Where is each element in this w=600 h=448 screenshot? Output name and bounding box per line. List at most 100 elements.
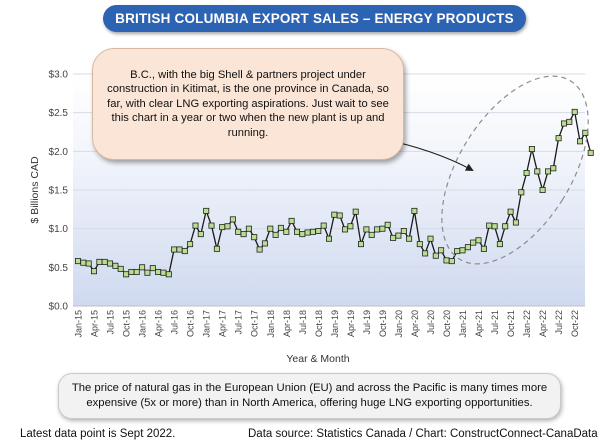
data-point [475, 237, 482, 244]
x-tick-label: Apr-18 [282, 310, 292, 337]
x-tick-label: Jul-17 [234, 310, 244, 335]
data-point [432, 252, 439, 259]
data-point [165, 271, 172, 278]
data-point [315, 227, 322, 234]
data-point [299, 231, 306, 238]
y-tick-label: $0.0 [49, 302, 69, 313]
data-point [374, 226, 381, 233]
x-tick-label: Jan-21 [458, 310, 468, 338]
x-tick-label: Oct-15 [122, 310, 132, 337]
data-point [491, 223, 498, 230]
y-tick-label: $0.5 [49, 263, 69, 274]
data-point [331, 211, 338, 218]
x-tick-label: Jan-22 [522, 310, 532, 338]
data-point [181, 248, 188, 255]
y-tick-label: $2.5 [49, 108, 69, 119]
data-point [577, 138, 584, 145]
x-tick-label: Jul-15 [106, 310, 116, 335]
x-axis-label: Year & Month [286, 353, 349, 365]
data-point [288, 217, 295, 224]
data-point [555, 135, 562, 142]
data-point [107, 260, 114, 267]
x-tick-label: Oct-22 [570, 310, 580, 337]
data-point [112, 262, 119, 269]
data-point [480, 245, 487, 252]
x-tick-label: Jan-15 [74, 310, 84, 338]
data-point [422, 250, 429, 257]
x-tick-label: Apr-15 [90, 310, 100, 337]
data-point [571, 108, 578, 115]
data-point [459, 247, 466, 254]
x-axis-ticks: Jan-15 Apr-15 Jul-15 Oct-15 Jan-16 Apr-16 Jul-… [74, 310, 581, 338]
x-tick-label: Oct-17 [250, 310, 260, 337]
data-point [155, 268, 162, 275]
data-point [363, 226, 370, 233]
x-tick-label: Oct-16 [186, 310, 196, 337]
x-tick-label: Jul-22 [554, 310, 564, 335]
data-point [251, 234, 258, 241]
x-tick-label: Oct-19 [378, 310, 388, 337]
data-point [304, 229, 311, 236]
x-tick-label: Jul-20 [426, 310, 436, 335]
data-point [384, 221, 391, 228]
data-point [545, 168, 552, 175]
data-point [352, 208, 359, 215]
data-point [395, 232, 402, 239]
data-point [427, 235, 434, 242]
data-point [448, 258, 455, 265]
y-tick-label: $3.0 [49, 70, 69, 81]
data-point [443, 257, 450, 264]
x-tick-label: Jan-20 [394, 310, 404, 338]
data-point [341, 226, 348, 233]
x-tick-label: Oct-18 [314, 310, 324, 337]
x-tick-label: Oct-21 [506, 310, 516, 337]
x-tick-label: Apr-20 [410, 310, 420, 337]
data-point [101, 258, 108, 265]
data-point [379, 225, 386, 232]
x-tick-label: Jan-16 [138, 310, 148, 338]
data-point [587, 149, 594, 156]
data-point [149, 265, 156, 272]
data-point [368, 231, 375, 238]
data-point [208, 222, 215, 229]
data-point [416, 241, 423, 248]
x-tick-label: Jan-18 [266, 310, 276, 338]
y-axis-label: $ Billions CAD [29, 156, 41, 224]
data-point [171, 246, 178, 253]
data-point [128, 268, 135, 275]
data-point [528, 145, 535, 152]
data-point [400, 227, 407, 234]
data-point [203, 207, 210, 214]
data-point [240, 231, 247, 238]
y-tick-label: $1.0 [49, 224, 69, 235]
data-point [320, 222, 327, 229]
data-point [160, 269, 167, 276]
y-tick-label: $2.0 [49, 147, 69, 158]
data-point [80, 259, 87, 266]
data-point [187, 241, 194, 248]
data-point [486, 222, 493, 229]
footer-source: Data source: Statistics Canada / Chart: … [248, 428, 598, 440]
bottom-note: The price of natural gas in the European… [58, 373, 561, 419]
x-tick-label: Jul-21 [490, 310, 500, 335]
data-point [139, 264, 146, 271]
data-point [256, 246, 263, 253]
x-tick-label: Jan-19 [330, 310, 340, 338]
data-markers [75, 108, 594, 278]
chart-title: BRITISH COLUMBIA EXPORT SALES – ENERGY P… [103, 5, 526, 32]
data-point [91, 268, 98, 275]
data-point [229, 216, 236, 223]
data-point [309, 228, 316, 235]
data-point [502, 223, 509, 230]
data-point [117, 265, 124, 272]
data-point [561, 120, 568, 127]
x-tick-label: Jan-17 [202, 310, 212, 338]
data-point [277, 224, 284, 231]
x-tick-label: Apr-22 [538, 310, 548, 337]
data-point [390, 234, 397, 241]
y-axis-ticks: $0.0 $0.5 $1.0 $1.5 $2.0 $2.5 $3.0 [49, 70, 69, 313]
data-point [96, 258, 103, 265]
data-point [512, 219, 519, 226]
highlight-ellipse [441, 75, 589, 265]
data-point [566, 118, 573, 125]
